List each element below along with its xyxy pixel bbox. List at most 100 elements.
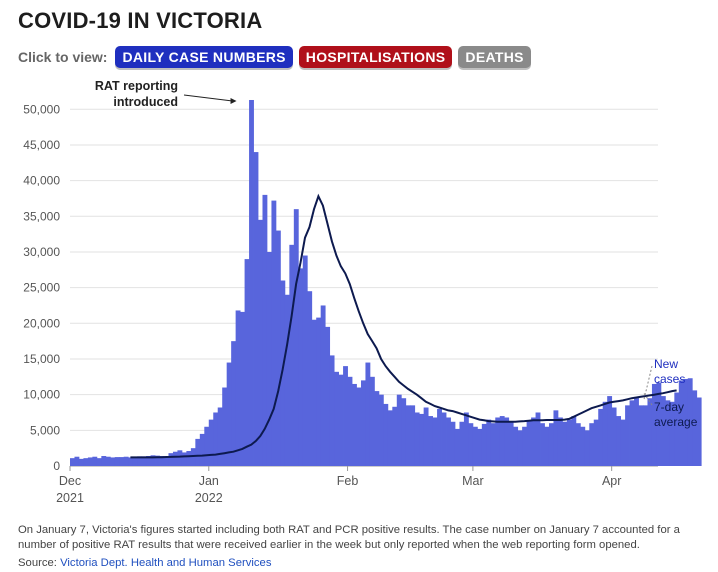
case-bar [513, 426, 519, 466]
case-bar [674, 392, 680, 466]
case-bar [325, 326, 331, 466]
case-bar [92, 456, 98, 466]
case-bar [289, 244, 295, 466]
case-bar [571, 416, 577, 466]
case-bar [383, 403, 389, 466]
x-tick-sublabel: 2022 [195, 491, 223, 505]
case-bar [428, 416, 434, 466]
case-bar [119, 457, 125, 466]
case-bar [490, 423, 496, 466]
daily-case-numbers-button[interactable]: DAILY CASE NUMBERS [115, 46, 293, 68]
case-bar [329, 355, 335, 466]
source-line: Source: Victoria Dept. Health and Human … [18, 557, 271, 569]
case-bar [629, 400, 635, 466]
y-tick-label: 35,000 [23, 209, 60, 223]
case-bar [172, 451, 178, 466]
hospitalisations-button[interactable]: HOSPITALISATIONS [298, 46, 453, 68]
y-tick-label: 5,000 [30, 423, 60, 437]
case-bar [199, 433, 205, 466]
case-bar [401, 398, 407, 466]
case-bar [334, 371, 339, 466]
case-bar [186, 451, 192, 466]
case-bar [575, 423, 581, 466]
case-bar [647, 398, 653, 466]
case-bar [566, 419, 572, 466]
case-bar [535, 412, 541, 466]
case-bar [253, 152, 259, 467]
case-bar [678, 380, 684, 466]
case-bar [190, 448, 196, 466]
case-bar [168, 453, 174, 466]
case-bar [302, 255, 308, 466]
case-bar [266, 251, 272, 466]
case-bar [495, 417, 501, 466]
case-bar [181, 452, 187, 466]
deaths-button[interactable]: DEATHS [458, 46, 531, 68]
case-bar [620, 419, 626, 466]
case-bar [204, 426, 210, 466]
case-bar [508, 421, 514, 466]
rat-annotation-arrowhead [230, 97, 237, 104]
case-bar [150, 455, 156, 466]
case-bar [240, 311, 245, 466]
x-tick-label: Apr [602, 474, 621, 488]
case-bar [643, 405, 648, 466]
case-bar [164, 456, 169, 466]
case-bar [472, 426, 478, 466]
x-tick-label: Feb [337, 474, 359, 488]
case-bar [146, 456, 151, 466]
case-bar [132, 456, 138, 466]
case-bar [316, 317, 322, 466]
case-bar [696, 397, 702, 466]
click-to-view-label: Click to view: [18, 49, 108, 65]
case-bar [481, 423, 487, 466]
case-bar [638, 405, 644, 466]
case-bar [177, 450, 183, 466]
case-bar [656, 382, 662, 466]
case-bar [687, 378, 693, 466]
case-bar [459, 421, 465, 466]
case-bar [293, 209, 299, 466]
case-bar [78, 458, 84, 466]
case-bar [432, 417, 438, 466]
case-bar [410, 405, 416, 466]
case-bar [137, 456, 143, 466]
x-tick-label: Dec [59, 474, 81, 488]
seven-day-average-line [130, 193, 677, 459]
y-tick-label: 45,000 [23, 138, 60, 152]
y-tick-label: 25,000 [23, 281, 60, 295]
footnote: On January 7, Victoria's figures started… [18, 524, 680, 551]
rat-annotation-arrow [183, 94, 233, 102]
case-bar [437, 408, 442, 466]
case-bar [446, 417, 451, 466]
seven-day-average-label: average [654, 415, 698, 429]
case-bar [589, 423, 595, 466]
x-tick-label: Mar [462, 474, 484, 488]
case-bar [195, 438, 201, 466]
case-bar [105, 456, 111, 466]
case-bar [114, 457, 120, 466]
chart-title: COVID-19 IN VICTORIA [18, 8, 263, 33]
case-bar [548, 423, 554, 466]
view-controls: Click to view: DAILY CASE NUMBERS HOSPIT… [18, 46, 531, 68]
case-bar [396, 394, 402, 466]
case-bar [504, 417, 510, 466]
case-bar [602, 401, 608, 466]
source-link[interactable]: Victoria Dept. Health and Human Services [60, 557, 272, 569]
new-cases-leader [643, 365, 653, 400]
case-bar [235, 310, 241, 466]
case-bar [454, 428, 460, 466]
case-bar [584, 430, 590, 466]
case-bar [284, 294, 290, 466]
case-bar [222, 387, 228, 466]
case-bar [258, 219, 263, 466]
case-bar [249, 99, 254, 466]
case-bar [405, 405, 411, 466]
case-bar [244, 259, 250, 466]
case-bar [522, 426, 528, 466]
case-bar [611, 407, 617, 466]
case-bar [557, 417, 563, 466]
case-bar [531, 417, 536, 466]
case-bar [486, 419, 492, 466]
case-bar [101, 456, 107, 466]
